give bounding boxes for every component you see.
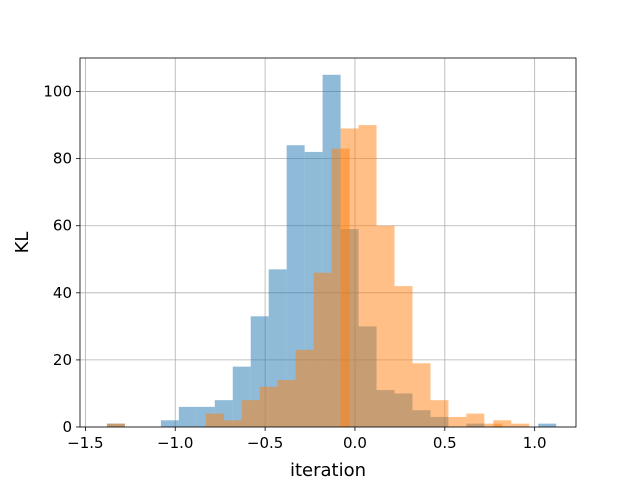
- x-tick-label: −0.5: [247, 434, 283, 452]
- histogram-bar-series-2: [313, 272, 332, 427]
- x-tick-label: 0.0: [343, 434, 367, 452]
- y-axis-label: KL: [12, 232, 33, 254]
- x-tick-label: −1.0: [157, 434, 193, 452]
- histogram-bar-series-2: [358, 125, 377, 427]
- histogram-bar-series-2: [511, 423, 530, 427]
- histogram-bar-series-2: [340, 128, 359, 428]
- y-tick-label: 80: [53, 150, 72, 168]
- histogram-bar-series-2: [448, 416, 467, 427]
- histogram-bar-series-2: [205, 413, 224, 427]
- histogram-bar-series-2: [466, 413, 485, 427]
- y-tick-label: 20: [53, 351, 72, 369]
- y-tick-label: 60: [53, 217, 72, 235]
- histogram-bar-series-2: [412, 363, 431, 427]
- y-tick-label: 40: [53, 284, 72, 302]
- histogram-bar-series-2: [241, 400, 260, 427]
- histogram-bar-series-2: [295, 349, 314, 427]
- x-tick-label: 0.5: [433, 434, 457, 452]
- histogram-bar-series-2: [277, 380, 296, 427]
- histogram-bar-series-2: [430, 400, 449, 427]
- histogram-bar-series-2: [394, 286, 413, 427]
- ticks-layer: −1.5 −1.0 −0.5 0.0 0.5 1.0 0 20 40 60 80 100: [43, 83, 546, 452]
- histogram-bar-series-2: [106, 423, 125, 427]
- x-axis-label: iteration: [290, 460, 366, 480]
- x-tick-label: −1.5: [67, 434, 103, 452]
- plot-frame: [79, 57, 577, 428]
- y-tick-label: 100: [43, 83, 72, 101]
- histogram-bar-series-2: [223, 420, 242, 427]
- bars-layer: [106, 74, 557, 428]
- histogram-bar-series-1: [178, 406, 197, 427]
- histogram-bar-series-2: [493, 420, 512, 427]
- histogram-bar-series-2: [376, 225, 395, 427]
- x-tick-label: 1.0: [523, 434, 547, 452]
- histogram-bar-series-2: [259, 386, 278, 427]
- y-tick-label: 0: [62, 418, 72, 436]
- histogram-bar-series-1: [538, 423, 557, 427]
- histogram-bar-series-1: [160, 420, 179, 427]
